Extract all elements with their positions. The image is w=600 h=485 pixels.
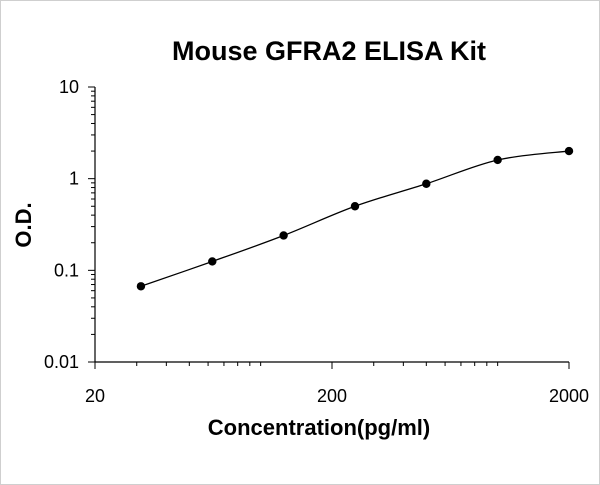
x-tick-label: 200 (317, 386, 347, 406)
fit-curve (140, 150, 570, 287)
y-tick-label: 10 (59, 77, 79, 97)
chart-title: Mouse GFRA2 ELISA Kit (172, 36, 486, 66)
data-point (422, 179, 431, 188)
x-tick-label: 20 (85, 386, 105, 406)
fit-curve-layer (140, 150, 570, 287)
data-point (350, 202, 360, 211)
data-point (279, 231, 288, 240)
y-axis-label: O.D. (11, 202, 36, 247)
y-tick-label: 0.01 (44, 352, 79, 372)
data-point (208, 257, 217, 266)
x-tick-label: 2000 (549, 386, 589, 406)
axes: 10 1 0.1 0.01 20 200 2000 (44, 77, 589, 406)
x-axis-label: Concentration(pg/ml) (208, 415, 430, 440)
data-point (564, 146, 574, 156)
data-point (493, 155, 502, 165)
y-tick-label: 0.1 (54, 260, 79, 280)
data-point (136, 282, 146, 291)
y-tick-label: 1 (69, 169, 79, 189)
data-points-layer (136, 146, 574, 291)
